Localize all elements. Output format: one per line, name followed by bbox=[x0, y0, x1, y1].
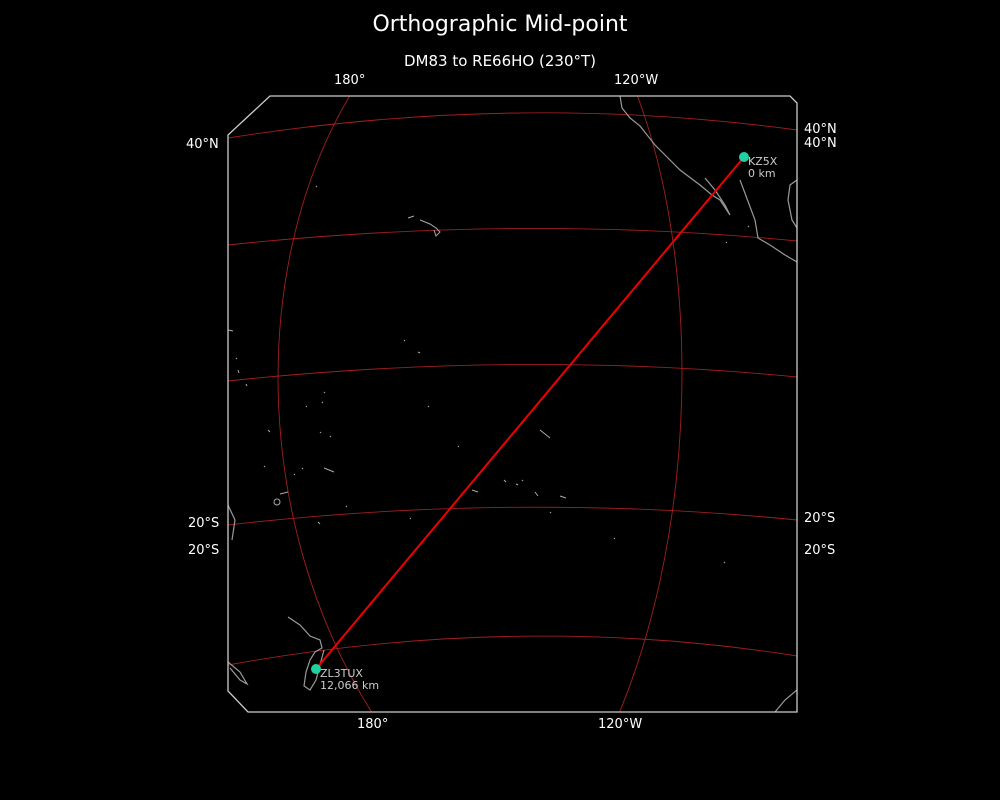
station-distance: 0 km bbox=[748, 167, 776, 180]
tick-top-180: 180° bbox=[334, 73, 366, 88]
tick-left-20s: 20°S bbox=[188, 516, 220, 531]
station-label-zl3tux: ZL3TUX 12,066 km bbox=[320, 668, 379, 692]
tick-right-20s: 20°S bbox=[804, 511, 836, 526]
map-frame bbox=[227, 95, 798, 713]
station-call: ZL3TUX bbox=[320, 667, 363, 680]
tick-right-40n-2: 40°N bbox=[804, 136, 837, 151]
map-subtitle: DM83 to RE66HO (230°T) bbox=[403, 52, 596, 70]
parallel-0 bbox=[228, 363, 797, 382]
coast-hawaii bbox=[407, 215, 441, 237]
station-call: KZ5X bbox=[748, 155, 778, 168]
tick-bottom-180: 180° bbox=[357, 717, 389, 732]
tick-left-20s-2: 20°S bbox=[188, 543, 220, 558]
parallel-40s bbox=[228, 635, 797, 666]
map-title: Orthographic Mid-point bbox=[372, 12, 628, 37]
coast-fiji bbox=[273, 429, 567, 506]
tick-left-40n: 40°N bbox=[186, 137, 219, 152]
tick-top-120w: 120°W bbox=[614, 73, 659, 88]
station-distance: 12,066 km bbox=[320, 679, 380, 692]
station-label-kz5x: KZ5X 0 km bbox=[748, 156, 777, 180]
meridian-120w bbox=[617, 96, 683, 712]
coast-small-islands bbox=[228, 185, 750, 564]
coastlines bbox=[228, 96, 797, 712]
tick-bottom-120w: 120°W bbox=[598, 717, 643, 732]
parallel-40n bbox=[228, 112, 797, 139]
coast-north-america bbox=[619, 96, 797, 263]
tick-right-40n: 40°N bbox=[804, 122, 837, 137]
parallel-20s bbox=[228, 506, 797, 526]
station-marker-kz5x[interactable] bbox=[739, 152, 749, 162]
coast-australia-edge bbox=[228, 504, 797, 712]
coast-new-zealand bbox=[287, 616, 325, 691]
parallel-20n bbox=[228, 227, 797, 246]
station-marker-zl3tux[interactable] bbox=[311, 664, 321, 674]
meridian-180 bbox=[277, 96, 375, 712]
great-circle-path bbox=[315, 156, 745, 670]
tick-right-20s-2: 20°S bbox=[804, 543, 836, 558]
graticule bbox=[228, 96, 797, 712]
